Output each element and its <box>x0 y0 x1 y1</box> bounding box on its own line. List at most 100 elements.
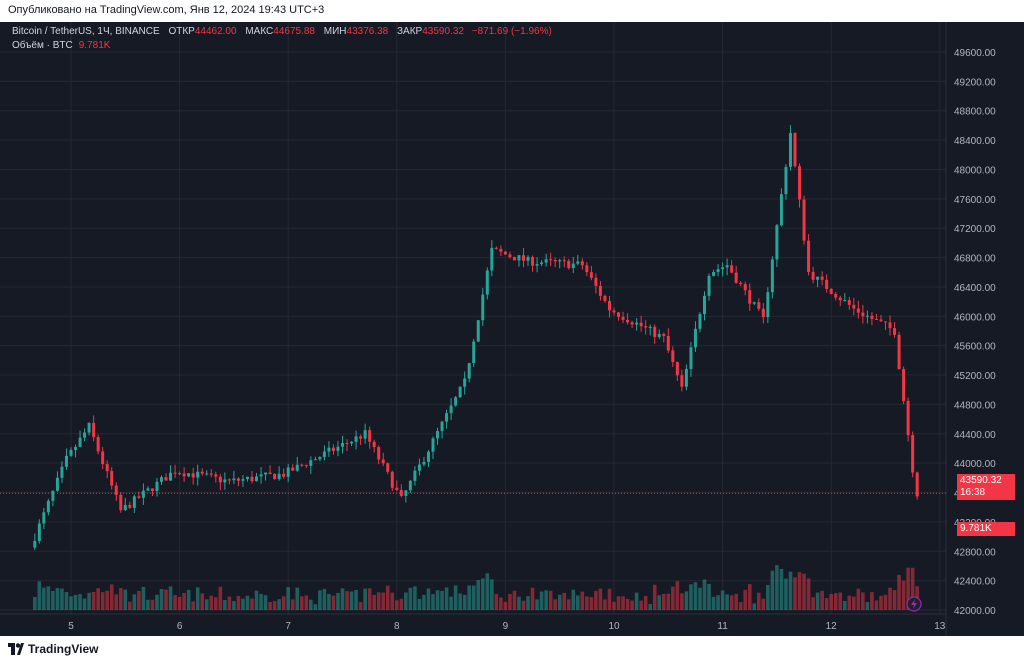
candle-body <box>499 248 503 252</box>
candle-body <box>825 279 829 289</box>
time-axis[interactable]: 5 6 7 8 9 10 11 12 13 <box>68 621 946 632</box>
volume-bar <box>223 600 227 610</box>
volume-bar <box>874 600 879 610</box>
volume-bar <box>471 585 476 610</box>
volume-bar <box>806 578 811 610</box>
volume-bar <box>576 595 580 610</box>
candle-body <box>205 473 209 475</box>
volume-bar <box>173 595 177 610</box>
candle-body <box>119 494 123 511</box>
volume-bar <box>503 601 508 610</box>
volume-bar <box>815 592 820 610</box>
volume-bar <box>883 594 888 610</box>
candle-body <box>793 133 797 167</box>
candle-body <box>648 326 652 328</box>
volume-bar <box>358 601 363 610</box>
price-tick-label: 46400.00 <box>954 283 996 294</box>
lightning-icon[interactable] <box>906 596 922 612</box>
volume-bar <box>793 577 797 610</box>
volume-bar <box>304 595 309 610</box>
volume-bar <box>191 601 195 610</box>
volume-bar <box>73 594 78 610</box>
volume-bar <box>204 599 209 610</box>
candle-body <box>160 477 163 482</box>
volume-bar <box>811 597 815 610</box>
volume-bar <box>363 588 367 610</box>
time-tick-label: 9 <box>503 621 509 632</box>
volume-bar <box>277 599 281 610</box>
candle-body <box>390 471 394 488</box>
volume-bar <box>259 593 263 610</box>
volume-bar <box>236 595 241 610</box>
volume-bar <box>399 598 404 610</box>
volume-bar <box>784 578 788 610</box>
volume-bar <box>847 595 852 610</box>
candle-body <box>445 413 449 422</box>
symbol-legend[interactable]: Bitcoin / TetherUS, 1Ч, BINANCE ОТКР4446… <box>12 26 552 37</box>
candle-body <box>436 431 440 439</box>
candle-body <box>585 265 589 273</box>
candle-body <box>834 293 838 298</box>
candle-body <box>286 467 290 477</box>
volume-bar <box>123 589 128 610</box>
tradingview-logo[interactable]: TradingView <box>8 642 98 656</box>
volume-legend[interactable]: Объём · BTC 9.781K <box>12 40 110 51</box>
candle-body <box>341 442 344 447</box>
volume-bar <box>449 596 453 610</box>
volume-bar <box>295 587 300 610</box>
price-chart[interactable]: 49600.00 49200.00 48800.00 48400.00 48000.00… <box>0 22 1024 636</box>
candle-body <box>123 504 127 511</box>
time-tick-label: 11 <box>717 621 728 632</box>
volume-bar <box>318 590 322 610</box>
volume-bar <box>838 592 843 610</box>
price-tick-label: 42000.00 <box>954 606 996 617</box>
volume-bar <box>186 589 191 610</box>
candle-body <box>69 449 73 456</box>
volume-bar <box>680 593 684 610</box>
candle-body <box>449 405 453 414</box>
candle-body <box>666 335 670 351</box>
candle-body <box>657 333 661 337</box>
price-tick-label: 46800.00 <box>954 254 996 265</box>
candle-body <box>200 471 204 474</box>
volume-bar <box>729 595 734 610</box>
time-tick-label: 6 <box>177 621 183 632</box>
volume-bar <box>852 596 856 610</box>
volume-bar <box>385 585 390 610</box>
candle-body <box>884 321 887 323</box>
price-tick-label: 48800.00 <box>954 107 996 118</box>
candle-body <box>847 300 851 305</box>
candle-body <box>60 466 64 478</box>
candle-body <box>734 272 738 283</box>
volume-bar <box>589 597 594 610</box>
candle-body <box>372 441 376 448</box>
open-label: ОТКР <box>168 26 195 37</box>
volume-bar <box>141 586 146 610</box>
volume-bar <box>539 591 544 610</box>
candle-body <box>752 302 756 304</box>
candle-body <box>662 333 666 336</box>
candle-body <box>241 479 245 481</box>
candle-body <box>761 308 765 318</box>
candle-body <box>571 263 575 269</box>
volume-bar <box>272 601 277 610</box>
candle-body <box>282 473 286 477</box>
candle-body <box>748 290 752 304</box>
candle-body <box>386 463 390 472</box>
candle-body <box>191 473 195 478</box>
volume-bar <box>250 598 254 610</box>
volume-bar <box>340 588 345 610</box>
price-tick-label: 42400.00 <box>954 577 996 588</box>
candle-body <box>114 485 118 495</box>
volume-bar <box>51 590 55 610</box>
volume-bar <box>888 587 892 610</box>
candle-body <box>381 459 385 464</box>
volume-bar <box>69 596 73 610</box>
candle-body <box>562 260 566 262</box>
volume-bar <box>349 591 354 610</box>
time-tick-label: 5 <box>68 621 74 632</box>
candle-body <box>630 322 634 325</box>
candle-body <box>304 465 308 467</box>
candle-body <box>399 489 403 496</box>
volume-bar <box>521 600 526 610</box>
